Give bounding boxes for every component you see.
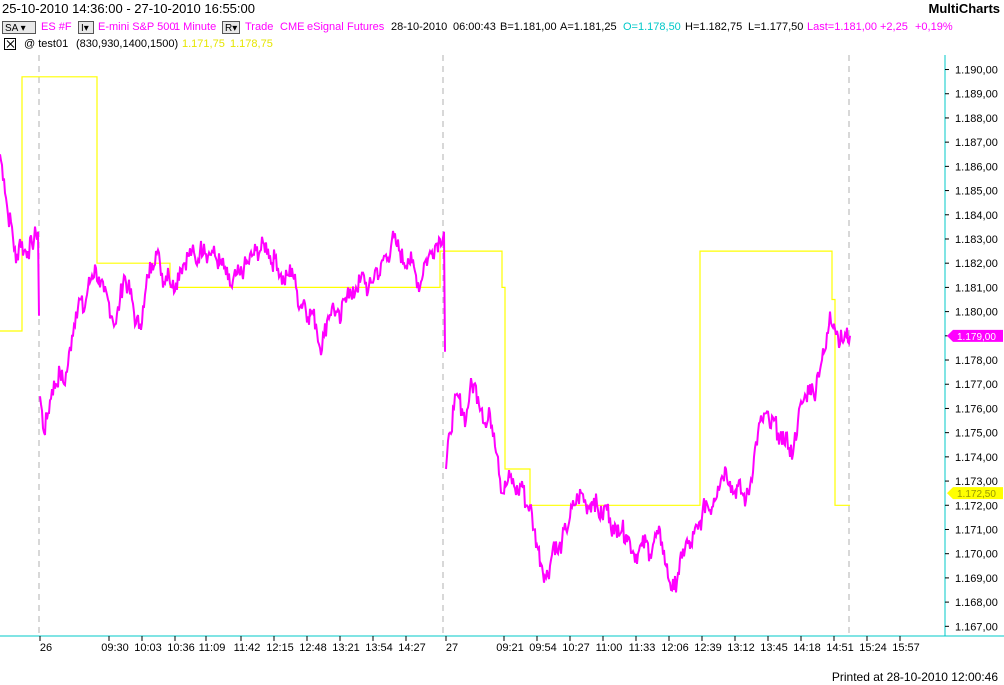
change-value: +2,25 [880,21,908,33]
feed-label: eSignal [307,21,344,33]
y-tick-label: 1.186,00 [955,161,998,173]
x-tick-label: 13:45 [760,642,788,654]
quote-time: 06:00:43 [453,21,496,33]
y-tick-label: 1.184,00 [955,210,998,222]
y-tick-label: 1.171,00 [955,524,998,536]
study-info-row: @ test01 (830,930,1400,1500) 1.171,75 1.… [0,36,954,52]
interval-label: 1 Minute [174,21,217,33]
sa-button[interactable]: SA ▾ [2,21,36,34]
study-value-2: 1.178,75 [230,38,273,50]
high-value: H=1.182,75 [685,21,743,33]
change-pct-value: +0,19% [915,21,953,33]
y-tick-label: 1.180,00 [955,307,998,319]
study-value-tag-label: 1.172,50 [957,489,996,500]
x-tick-label: 09:54 [529,642,557,654]
low-value: L=1.177,50 [748,21,804,33]
x-tick-label: 10:27 [562,642,590,654]
x-tick-label: 11:09 [199,642,226,654]
x-tick-label: 10:03 [134,642,162,654]
exchange-label: CME [280,21,305,33]
study-value-tag [947,487,1003,500]
y-tick-label: 1.178,00 [955,355,998,367]
x-tick-label: 09:21 [496,642,524,654]
last-price-tag [947,329,1003,342]
y-tick-label: 1.176,00 [955,403,998,415]
brand-logo: MultiCharts [928,1,1001,16]
x-tick-label: 11:42 [234,642,261,654]
y-tick-label: 1.167,00 [955,621,998,633]
quote-date: 28-10-2010 [391,21,448,33]
last-value: Last=1.181,00 [807,21,878,33]
study-value-1: 1.171,75 [182,38,225,50]
chevron-down-icon: ▾ [20,23,26,34]
data-type-label: Trade [245,21,274,33]
y-tick-label: 1.172,00 [955,500,998,512]
y-tick-label: 1.182,00 [955,258,998,270]
x-tick-label: 15:57 [892,642,920,654]
x-tick-label: 13:12 [727,642,755,654]
x-tick-label: 27 [446,642,458,654]
instrument-info-bar: SA ▾ I▾ ES #F E-mini S&P 500 1 Minute R▾… [0,19,954,35]
x-tick-label: 13:54 [365,642,393,654]
symbol-description: E-mini S&P 500 [98,21,176,33]
y-tick-label: 1.170,00 [955,549,998,561]
x-tick-label: 14:51 [826,642,854,654]
x-tick-label: 09:30 [101,642,129,654]
x-tick-label: 12:39 [694,642,722,654]
x-tick-label: 14:18 [793,642,821,654]
close-icon[interactable] [4,38,16,50]
date-range-title: 25-10-2010 14:36:00 - 27-10-2010 16:55:0… [2,1,255,16]
x-tick-label: 11:33 [629,642,656,654]
x-tick-label: 12:06 [661,642,689,654]
y-tick-label: 1.168,00 [955,597,998,609]
y-tick-label: 1.177,00 [955,379,998,391]
y-tick-label: 1.174,00 [955,452,998,464]
bid-value: B=1.181,00 [500,21,557,33]
x-tick-label: 11:00 [596,642,623,654]
y-tick-label: 1.175,00 [955,428,998,440]
open-value: O=1.178,50 [623,21,681,33]
x-tick-label: 26 [40,642,52,654]
print-footer: Printed at 28-10-2010 12:00:46 [831,670,998,684]
symbol-label: ES #F [41,21,72,33]
last-price-tag-label: 1.179,00 [957,332,996,343]
y-tick-label: 1.173,00 [955,476,998,488]
y-tick-label: 1.185,00 [955,186,998,198]
y-tick-label: 1.189,00 [955,89,998,101]
study-line [0,76,850,506]
i-button[interactable]: I▾ [78,21,94,34]
x-tick-label: 13:21 [332,642,360,654]
study-params: (830,930,1400,1500) [76,38,179,50]
y-tick-label: 1.188,00 [955,113,998,125]
y-tick-label: 1.169,00 [955,573,998,585]
price-line [0,154,851,593]
y-tick-label: 1.187,00 [955,137,998,149]
ask-value: A=1.181,25 [560,21,617,33]
x-tick-label: 12:48 [299,642,327,654]
x-tick-label: 15:24 [859,642,887,654]
category-label: Futures [347,21,385,33]
r-button[interactable]: R▾ [222,21,240,34]
study-name: @ test01 [24,38,69,50]
x-tick-label: 12:15 [266,642,294,654]
x-tick-label: 10:36 [167,642,195,654]
y-tick-label: 1.183,00 [955,234,998,246]
x-tick-label: 14:27 [398,642,426,654]
y-tick-label: 1.181,00 [955,282,998,294]
y-tick-label: 1.190,00 [955,65,998,77]
